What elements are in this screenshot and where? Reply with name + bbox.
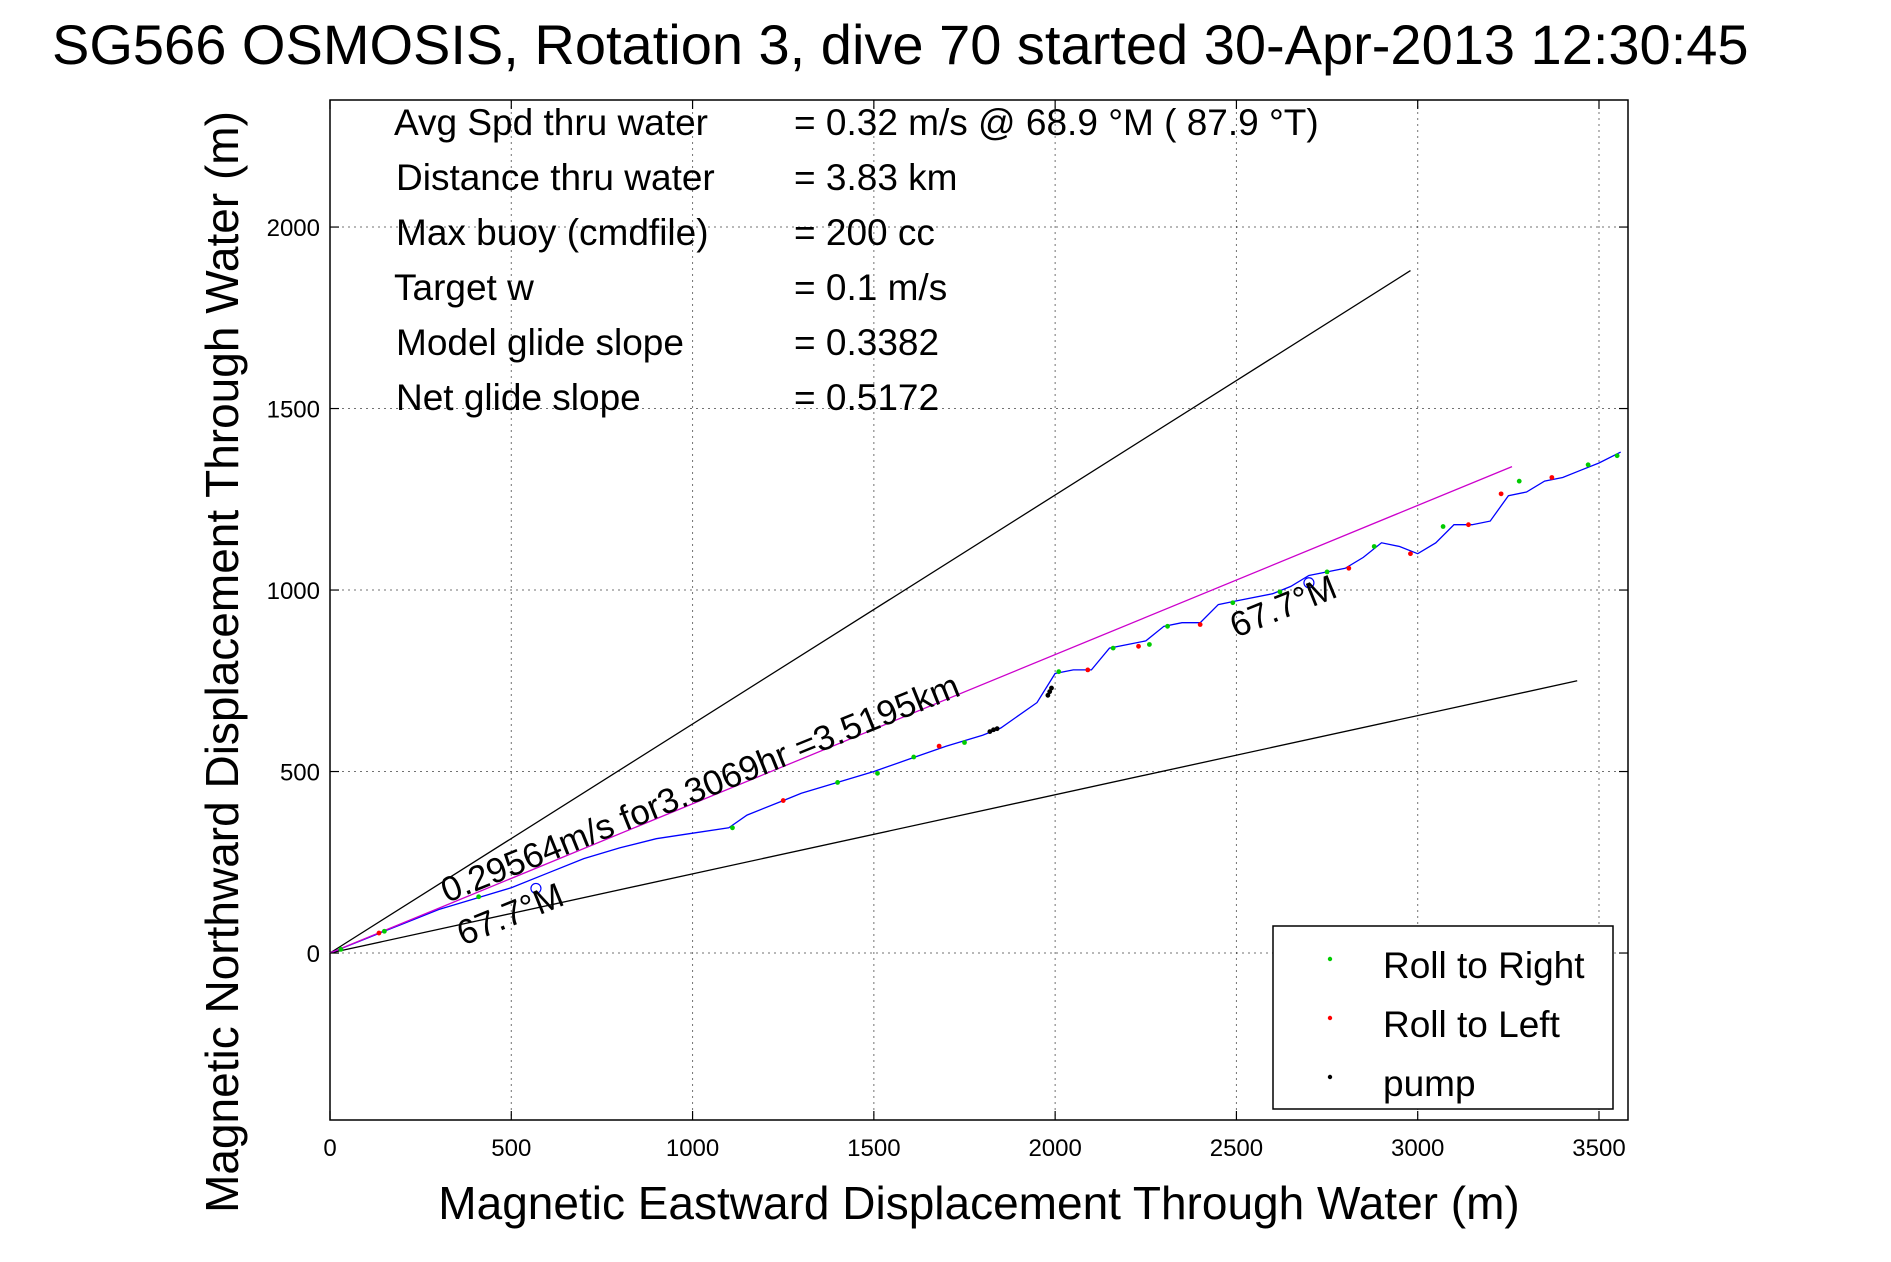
- marker-roll-to-right: [1371, 544, 1377, 549]
- marker-roll-to-right: [835, 780, 840, 785]
- x-tick-label: 1500: [847, 1135, 900, 1162]
- legend-label-roll-left: Roll to Left: [1383, 1004, 1561, 1045]
- info-value-4: = 0.3382: [794, 322, 939, 363]
- info-value-2: = 200 cc: [794, 212, 935, 253]
- marker-pump: [1047, 689, 1053, 695]
- y-tick-label: 500: [280, 760, 320, 787]
- legend-marker-roll-right: [1327, 956, 1333, 962]
- legend-marker-roll-left: [1327, 1015, 1333, 1021]
- grid: [329, 100, 1628, 1120]
- plot-area: 0 500 1000 1500 2000 2500 3000 3500 0 500 1000 150…: [267, 99, 1629, 1162]
- x-tick-label: 0: [323, 1135, 336, 1162]
- marker-roll-to-right: [1324, 569, 1330, 575]
- marker-roll-to-right: [730, 825, 735, 831]
- marker-roll-to-right: [962, 740, 967, 745]
- y-tick-label: 1000: [267, 578, 320, 605]
- marker-roll-to-left: [1498, 491, 1504, 497]
- bound-upper-line: [329, 270, 1411, 954]
- info-label-2: Max buoy (cmdfile): [396, 212, 709, 253]
- marker-roll-to-left: [1466, 522, 1471, 528]
- marker-roll-to-right: [1056, 669, 1062, 675]
- marker-roll-to-right: [1110, 645, 1116, 651]
- marker-roll-to-left: [376, 930, 382, 936]
- marker-roll-to-right: [338, 946, 344, 952]
- x-tick-label: 500: [491, 1135, 531, 1162]
- info-label-3: Target w: [394, 267, 534, 308]
- info-label-5: Net glide slope: [396, 377, 641, 418]
- marker-pump: [1049, 685, 1054, 691]
- marker-roll-to-left: [1549, 475, 1555, 480]
- marker-roll-to-right: [1440, 524, 1446, 529]
- info-panel: Avg Spd thru water = 0.32 m/s @ 68.9 °M …: [394, 102, 1319, 418]
- x-tick-label: 2500: [1210, 1135, 1263, 1162]
- marker-roll-to-right: [1230, 600, 1236, 606]
- info-label-4: Model glide slope: [396, 322, 684, 363]
- marker-roll-to-right: [1585, 462, 1591, 468]
- heading-marker-upper: [1303, 577, 1315, 589]
- marker-roll-to-right: [381, 928, 387, 934]
- marker-pump: [991, 727, 996, 733]
- marker-roll-to-right: [1165, 623, 1170, 629]
- chart-title: SG566 OSMOSIS, Rotation 3, dive 70 start…: [52, 13, 1749, 76]
- track-line: [329, 451, 1621, 954]
- marker-roll-to-left: [1346, 565, 1352, 571]
- x-axis-label: Magnetic Eastward Displacement Through W…: [438, 1177, 1519, 1229]
- x-tick-label: 2000: [1028, 1135, 1081, 1162]
- info-value-3: = 0.1 m/s: [794, 267, 947, 308]
- x-ticks: 0 500 1000 1500 2000 2500 3000 3500: [323, 100, 1626, 1162]
- x-tick-label: 3500: [1572, 1135, 1625, 1162]
- marker-roll-to-right: [875, 770, 880, 776]
- marker-roll-to-left: [1136, 643, 1141, 649]
- marker-roll-to-left: [1408, 551, 1413, 557]
- bound-lower-line: [329, 680, 1578, 954]
- marker-roll-to-left: [1085, 667, 1091, 673]
- marker-roll-to-right: [911, 754, 917, 760]
- legend-label-roll-right: Roll to Right: [1383, 945, 1585, 986]
- marker-roll-to-right: [1516, 478, 1522, 484]
- y-ticks: 0 500 1000 1500 2000: [267, 215, 1628, 968]
- marker-layer: [338, 453, 1620, 952]
- heading-marker-lower: [530, 882, 542, 895]
- y-axis-label: Magnetic Northward Displacement Through …: [196, 111, 248, 1213]
- info-label-1: Distance thru water: [396, 157, 715, 198]
- info-value-0: = 0.32 m/s @ 68.9 °M ( 87.9 °T): [794, 102, 1319, 143]
- x-tick-label: 1000: [666, 1135, 719, 1162]
- marker-roll-to-right: [476, 894, 482, 900]
- y-tick-label: 2000: [267, 215, 320, 242]
- marker-roll-to-right: [1277, 589, 1283, 595]
- marker-pump: [987, 729, 993, 735]
- net-track-line: [329, 465, 1513, 954]
- marker-roll-to-right: [1614, 453, 1620, 459]
- y-tick-label: 1500: [267, 397, 320, 424]
- marker-pump: [1045, 692, 1051, 698]
- info-value-1: = 3.83 km: [794, 157, 958, 198]
- info-value-5: = 0.5172: [794, 377, 939, 418]
- marker-roll-to-right: [1147, 642, 1152, 647]
- y-tick-label: 0: [307, 941, 320, 968]
- legend: Roll to Right Roll to Left pump: [1272, 925, 1614, 1110]
- marker-roll-to-left: [1197, 622, 1203, 627]
- legend-marker-pump: [1327, 1074, 1333, 1080]
- marker-pump: [994, 726, 1000, 732]
- series-layer: [329, 451, 1621, 954]
- marker-roll-to-left: [936, 743, 942, 749]
- legend-label-pump: pump: [1383, 1063, 1476, 1104]
- bound-lines: [329, 270, 1578, 954]
- marker-roll-to-left: [780, 798, 786, 803]
- x-tick-label: 3000: [1391, 1135, 1444, 1162]
- info-label-0: Avg Spd thru water: [394, 102, 708, 143]
